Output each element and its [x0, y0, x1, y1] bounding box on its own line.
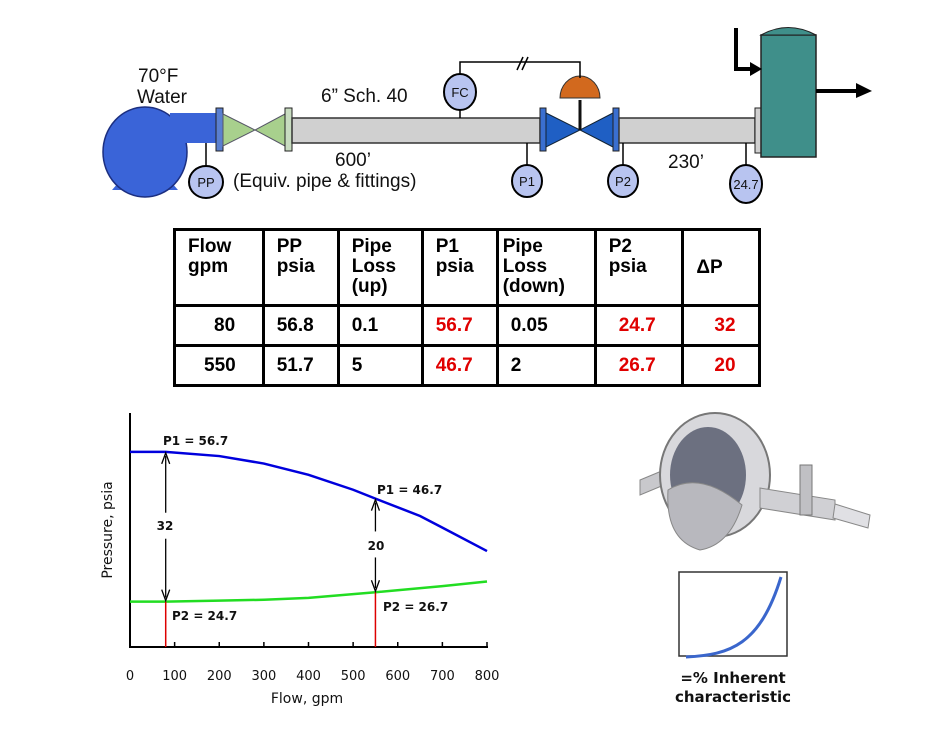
- x-tick-label: 600: [385, 669, 410, 684]
- pressure-flow-chart: 0 100 200 300 400 500 600 700 800 P1 = 56.7 P2 =…: [100, 413, 499, 707]
- actuator-icon: [559, 75, 601, 99]
- cell: 24.7: [593, 304, 685, 347]
- pressure-table: Flow gpm PP psia Pipe Loss (up) P1 psia Pipe L…: [173, 228, 761, 387]
- pipe-spec: 6” Sch. 40: [321, 86, 408, 107]
- pump-icon: [102, 106, 218, 198]
- annotation-delta-high: 20: [368, 539, 385, 553]
- upstream-length: 600’: [335, 150, 371, 171]
- annotation-delta-low: 32: [157, 519, 174, 533]
- x-tick-label: 700: [430, 669, 455, 684]
- table-row: 550 51.7 5 46.7 2 26.7 20: [173, 344, 761, 387]
- upstream-note: (Equiv. pipe & fittings): [233, 171, 416, 192]
- inset-caption-line-1: =% Inherent: [680, 669, 785, 687]
- downstream-length: 230’: [668, 152, 704, 173]
- table-header-row: Flow gpm PP psia Pipe Loss (up) P1 psia Pipe L…: [173, 228, 761, 307]
- header-flow: Flow gpm: [173, 228, 265, 307]
- inset-characteristic-chart: [678, 571, 788, 657]
- p2-curve: [130, 580, 488, 603]
- arrowhead-icon: [370, 497, 381, 511]
- cell: 5: [336, 344, 424, 387]
- header-pp: PP psia: [261, 228, 340, 307]
- header-p2: P2 psia: [593, 228, 685, 307]
- x-tick-label: 100: [162, 669, 187, 684]
- cell: 46.7: [420, 344, 499, 387]
- annotation-p1-low: P1 = 56.7: [163, 434, 228, 448]
- equal-percentage-curve: [685, 576, 783, 659]
- annotation-p2-high: P2 = 26.7: [383, 600, 448, 614]
- downstream-pipe: [618, 117, 756, 144]
- cell: 26.7: [593, 344, 685, 387]
- annotation-p1-high: P1 = 46.7: [377, 483, 442, 497]
- block-valve-icon: [215, 107, 293, 152]
- controller-fc: FC: [443, 73, 477, 111]
- cell: 32: [681, 304, 761, 347]
- header-loss-down: Pipe Loss (down): [495, 228, 597, 307]
- x-tick-label: 500: [341, 669, 366, 684]
- cell: 80: [173, 304, 265, 347]
- x-axis-title: Flow, gpm: [271, 691, 343, 707]
- cell: 56.8: [261, 304, 340, 347]
- header-loss-up: Pipe Loss (up): [336, 228, 424, 307]
- x-tick-label: 200: [207, 669, 232, 684]
- cell: 0.1: [336, 304, 424, 347]
- arrowhead-icon: [161, 589, 171, 603]
- arrowhead-icon: [161, 450, 171, 465]
- fluid-name: Water: [137, 87, 188, 108]
- x-tick-label: 800: [475, 669, 500, 684]
- table-row: 80 56.8 0.1 56.7 0.05 24.7 32: [173, 304, 761, 347]
- inset-caption-line-2: characteristic: [675, 688, 791, 706]
- svg-text:PP: PP: [197, 175, 214, 190]
- svg-text:FC: FC: [451, 85, 468, 100]
- svg-text:P1: P1: [519, 174, 535, 189]
- inlet-arrow-icon: [734, 28, 752, 71]
- cell: 51.7: [261, 344, 340, 387]
- y-axis-title: Pressure, psia: [100, 481, 116, 578]
- fluid-temp: 70°F: [138, 66, 178, 87]
- gauge-p2: P2: [607, 164, 639, 198]
- cell: 2: [495, 344, 597, 387]
- annotation-p2-low: P2 = 24.7: [172, 609, 237, 623]
- gauge-p1: P1: [511, 164, 543, 198]
- p1-curve: [130, 450, 488, 553]
- x-tick-label: 0: [126, 669, 134, 684]
- control-valve-icon: [539, 100, 620, 152]
- x-tick-label: 300: [251, 669, 276, 684]
- svg-text:24.7: 24.7: [733, 177, 758, 192]
- header-p1: P1 psia: [420, 228, 499, 307]
- cell: 56.7: [420, 304, 499, 347]
- gauge-pp: PP: [188, 165, 224, 199]
- cell: 0.05: [495, 304, 597, 347]
- x-tick-label: 400: [296, 669, 321, 684]
- header-delta-p: ΔP: [681, 228, 761, 307]
- gauge-outlet: 24.7: [729, 164, 763, 204]
- vessel-icon: [759, 27, 817, 158]
- cell: 550: [173, 344, 265, 387]
- svg-text:P2: P2: [615, 174, 631, 189]
- cell: 20: [681, 344, 761, 387]
- ball-valve-image: [639, 412, 871, 551]
- arrowhead-icon: [370, 580, 381, 594]
- upstream-pipe: [291, 117, 541, 144]
